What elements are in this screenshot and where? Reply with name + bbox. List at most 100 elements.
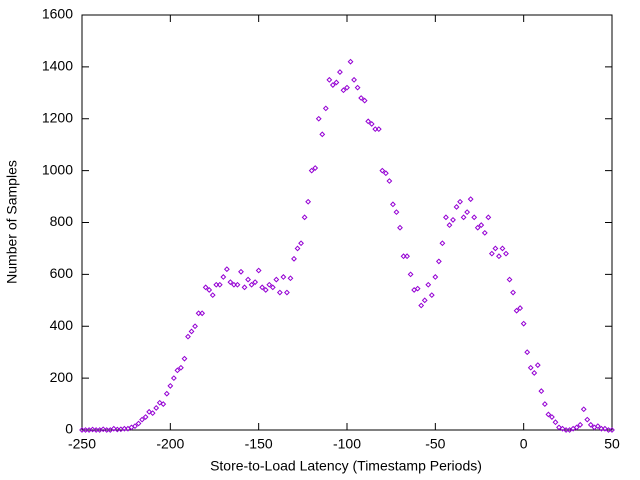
point: [269, 284, 276, 291]
point: [375, 126, 382, 133]
point: [432, 274, 439, 280]
y-tick-label: 200: [50, 369, 74, 385]
point: [315, 115, 322, 122]
point: [174, 367, 181, 374]
point: [609, 427, 615, 433]
point: [333, 79, 340, 86]
point: [534, 362, 541, 369]
point: [580, 406, 587, 413]
point: [248, 281, 255, 288]
y-tick-label: 1000: [42, 161, 73, 177]
point: [245, 276, 251, 283]
point: [262, 287, 269, 293]
point: [457, 198, 463, 205]
x-tick-label: -250: [68, 436, 96, 452]
point: [185, 333, 191, 340]
point: [474, 224, 481, 231]
point: [276, 289, 283, 296]
point: [365, 118, 372, 125]
point: [464, 209, 471, 216]
point: [460, 214, 467, 221]
point: [287, 275, 294, 282]
point: [496, 253, 502, 260]
point: [220, 274, 227, 280]
point: [541, 401, 548, 407]
point: [340, 87, 347, 94]
point: [181, 355, 188, 362]
point: [587, 421, 594, 428]
point: [167, 382, 174, 389]
point: [386, 178, 393, 184]
point: [322, 105, 329, 112]
point: [531, 370, 538, 376]
point: [453, 204, 460, 210]
point: [407, 271, 414, 278]
point: [209, 292, 216, 299]
point: [259, 284, 266, 291]
y-tick-label: 1600: [42, 6, 73, 22]
point: [520, 320, 527, 327]
point: [241, 284, 248, 291]
point: [478, 222, 485, 229]
point: [280, 274, 287, 280]
point: [344, 84, 350, 91]
point: [421, 297, 428, 304]
point: [577, 421, 584, 428]
x-tick-label: -150: [245, 436, 273, 452]
point: [605, 427, 612, 433]
y-tick-label: 400: [50, 317, 74, 333]
point: [414, 285, 421, 292]
point: [397, 224, 403, 231]
point: [492, 245, 499, 252]
point: [503, 250, 509, 257]
point: [538, 388, 545, 395]
x-tick-label: 50: [604, 436, 620, 452]
x-tick-label: -50: [425, 436, 445, 452]
point: [135, 420, 142, 427]
point: [163, 390, 170, 397]
point: [192, 323, 198, 330]
point: [598, 425, 605, 432]
point: [563, 427, 569, 433]
x-tick-label: -200: [156, 436, 184, 452]
point: [379, 167, 386, 174]
point: [467, 196, 474, 203]
point: [238, 268, 244, 275]
point: [354, 84, 361, 91]
point: [400, 253, 407, 260]
point: [139, 416, 145, 423]
point: [390, 201, 396, 208]
point: [594, 423, 601, 430]
point: [142, 414, 149, 420]
point: [273, 276, 280, 283]
y-tick-label: 800: [50, 213, 74, 229]
point: [319, 131, 326, 138]
point: [121, 425, 128, 432]
point: [524, 349, 531, 356]
point: [485, 214, 492, 221]
x-tick-label: 0: [520, 436, 528, 452]
x-tick-label: -100: [333, 436, 361, 452]
point: [170, 375, 177, 382]
point: [584, 416, 591, 423]
point: [510, 289, 516, 296]
point: [195, 310, 202, 317]
point: [545, 411, 552, 418]
point: [153, 405, 160, 411]
point: [372, 126, 379, 133]
point: [308, 167, 315, 174]
y-axis-label: Number of Samples: [4, 160, 20, 284]
point: [213, 281, 220, 288]
y-tick-label: 1200: [42, 109, 73, 125]
point: [266, 281, 273, 288]
point: [358, 95, 365, 101]
point: [149, 410, 156, 417]
y-tick-label: 1400: [42, 58, 73, 74]
point: [471, 214, 478, 221]
point: [294, 245, 301, 252]
point: [506, 276, 513, 283]
point: [435, 258, 442, 265]
point: [103, 427, 110, 433]
